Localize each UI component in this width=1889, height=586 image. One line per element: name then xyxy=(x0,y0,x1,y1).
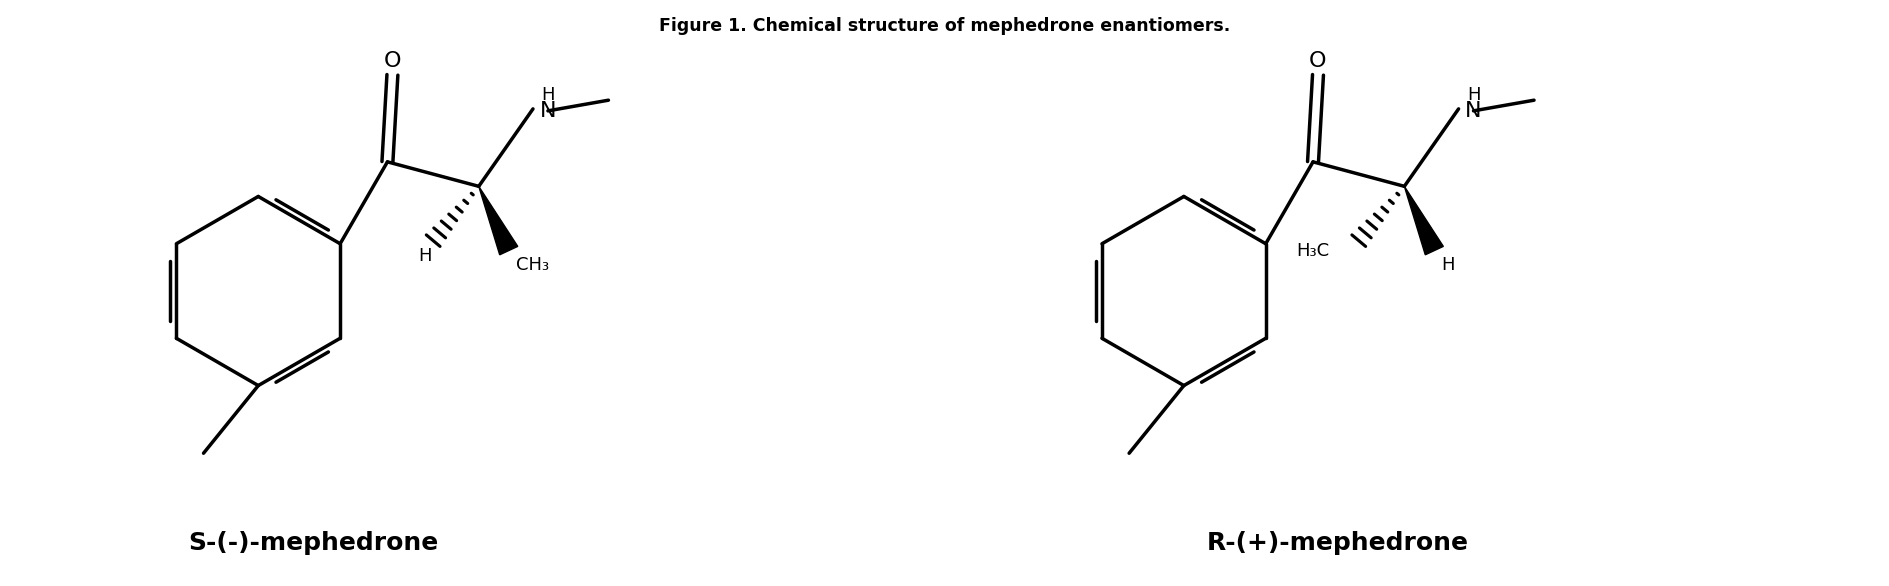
Polygon shape xyxy=(478,186,518,255)
Text: H₃C: H₃C xyxy=(1296,241,1328,260)
Polygon shape xyxy=(1404,186,1443,255)
Text: H: H xyxy=(1441,255,1455,274)
Text: N: N xyxy=(540,101,555,121)
Text: N: N xyxy=(1464,101,1481,121)
Text: H: H xyxy=(1466,86,1479,104)
Text: R-(+)-mephedrone: R-(+)-mephedrone xyxy=(1207,531,1468,555)
Text: O: O xyxy=(1309,51,1326,71)
Text: S-(-)-mephedrone: S-(-)-mephedrone xyxy=(187,531,438,555)
Text: O: O xyxy=(383,51,400,71)
Text: CH₃: CH₃ xyxy=(516,255,550,274)
Text: Figure 1. Chemical structure of mephedrone enantiomers.: Figure 1. Chemical structure of mephedro… xyxy=(659,18,1230,35)
Text: H: H xyxy=(417,247,433,264)
Text: H: H xyxy=(540,86,553,104)
